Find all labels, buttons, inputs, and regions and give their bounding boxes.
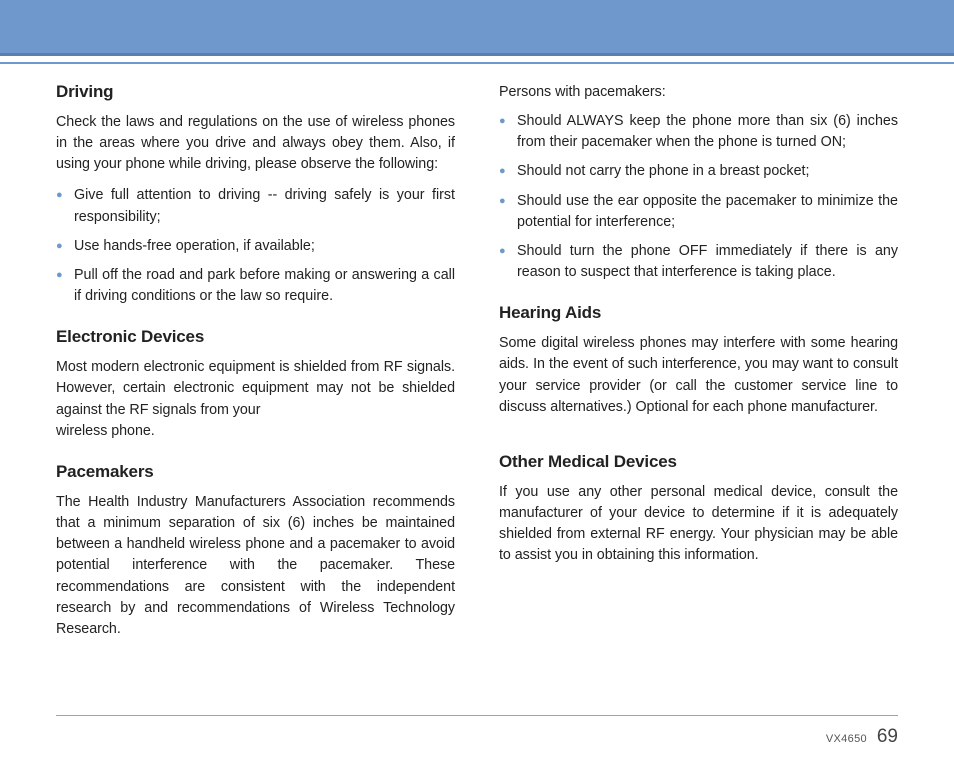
para-hearing-aids: Some digital wireless phones may interfe…	[499, 333, 898, 418]
para-electronic-1: Most modern electronic equipment is shie…	[56, 357, 455, 420]
heading-electronic-devices: Electronic Devices	[56, 327, 455, 347]
list-item: Give full attention to driving -- drivin…	[56, 185, 455, 227]
para-other-medical: If you use any other personal medical de…	[499, 482, 898, 567]
heading-other-medical: Other Medical Devices	[499, 452, 898, 472]
list-item: Should use the ear opposite the pacemake…	[499, 191, 898, 233]
list-item: Use hands-free operation, if available;	[56, 236, 455, 257]
list-item: Should ALWAYS keep the phone more than s…	[499, 111, 898, 153]
list-item: Should not carry the phone in a breast p…	[499, 161, 898, 182]
heading-pacemakers: Pacemakers	[56, 462, 455, 482]
heading-hearing-aids: Hearing Aids	[499, 303, 898, 323]
right-column: Persons with pacemakers: Should ALWAYS k…	[499, 82, 898, 650]
footer-rule	[56, 715, 898, 716]
para-pacemakers: The Health Industry Manufacturers Associ…	[56, 492, 455, 640]
left-column: Driving Check the laws and regulations o…	[56, 82, 455, 650]
list-pacemaker: Should ALWAYS keep the phone more than s…	[499, 111, 898, 283]
footer: VX4650 69	[826, 726, 898, 748]
footer-page-number: 69	[877, 726, 898, 747]
heading-driving: Driving	[56, 82, 455, 102]
list-item: Should turn the phone OFF immediately if…	[499, 241, 898, 283]
footer-model: VX4650	[826, 733, 867, 745]
header-bar	[0, 0, 954, 56]
para-electronic-2: wireless phone.	[56, 421, 455, 442]
list-driving: Give full attention to driving -- drivin…	[56, 185, 455, 307]
para-pacemaker-persons: Persons with pacemakers:	[499, 82, 898, 103]
content-area: Driving Check the laws and regulations o…	[0, 64, 954, 650]
para-driving-intro: Check the laws and regulations on the us…	[56, 112, 455, 175]
list-item: Pull off the road and park before making…	[56, 265, 455, 307]
